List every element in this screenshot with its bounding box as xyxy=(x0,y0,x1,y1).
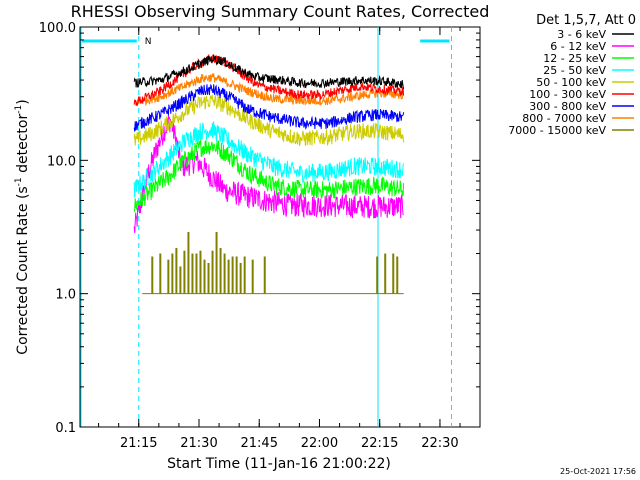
series-4 xyxy=(133,94,405,147)
legend-title: Det 1,5,7, Att 0 xyxy=(536,13,636,28)
series-0 xyxy=(133,54,405,90)
x-tick-label: 22:00 xyxy=(301,436,338,451)
series-line xyxy=(133,139,405,213)
series-6 xyxy=(133,83,405,132)
legend-label: 3 - 6 keV xyxy=(557,28,606,41)
series-line xyxy=(133,54,405,90)
legend-label: 12 - 25 keV xyxy=(543,52,606,65)
x-tick-label: 21:45 xyxy=(241,436,278,451)
y-tick-label: 1.0 xyxy=(55,288,76,303)
y-label-part: ) xyxy=(15,99,31,104)
y-tick-label: 10.0 xyxy=(47,154,76,169)
y-axis-label: Corrected Count Rate (s-1 detector-1) xyxy=(14,99,31,354)
x-tick-label: 22:30 xyxy=(421,436,458,451)
chart-title: RHESSI Observing Summary Count Rates, Co… xyxy=(71,2,490,21)
legend-label: 50 - 100 keV xyxy=(536,76,606,89)
legend-label: 300 - 800 keV xyxy=(529,100,606,113)
legend-label: 7000 - 15000 keV xyxy=(508,124,606,137)
series-2 xyxy=(133,139,405,213)
x-tick-label: 21:15 xyxy=(120,436,157,451)
attenuator-bars: N xyxy=(82,37,450,47)
legend-label: 25 - 50 keV xyxy=(543,64,606,77)
x-axis-label: Start Time (11-Jan-16 21:00:22) xyxy=(167,456,391,472)
series-line xyxy=(133,73,404,107)
series-line xyxy=(133,94,405,147)
x-tick-label: 21:30 xyxy=(180,436,217,451)
y-label-part: Corrected Count Rate (s xyxy=(15,186,31,354)
y-label-part: detector xyxy=(15,114,31,178)
series-7 xyxy=(133,73,404,107)
legend-label: 6 - 12 keV xyxy=(550,40,606,53)
series-layer xyxy=(133,53,405,295)
y-label-superscript: -1 xyxy=(14,105,24,114)
y-label-superscript: -1 xyxy=(14,177,24,186)
attenuator-label: N xyxy=(145,37,152,47)
series-line xyxy=(133,121,405,198)
x-tick-label: 22:15 xyxy=(361,436,398,451)
plot-frame xyxy=(79,26,481,428)
footer-timestamp: 25-Oct-2021 17:56 xyxy=(560,467,636,476)
legend-label: 800 - 7000 keV xyxy=(522,112,606,125)
series-8 xyxy=(142,232,404,295)
y-axis: 0.1 1.0 10.0 100.0 xyxy=(39,21,480,436)
x-axis: 21:15 21:30 21:45 22:00 22:15 22:30 xyxy=(98,27,461,451)
y-tick-label: 0.1 xyxy=(55,421,76,436)
legend-label: 100 - 300 keV xyxy=(529,88,606,101)
y-tick-label: 100.0 xyxy=(39,21,76,36)
series-line xyxy=(133,83,405,132)
series-3 xyxy=(133,121,405,198)
plot-area xyxy=(79,26,481,428)
